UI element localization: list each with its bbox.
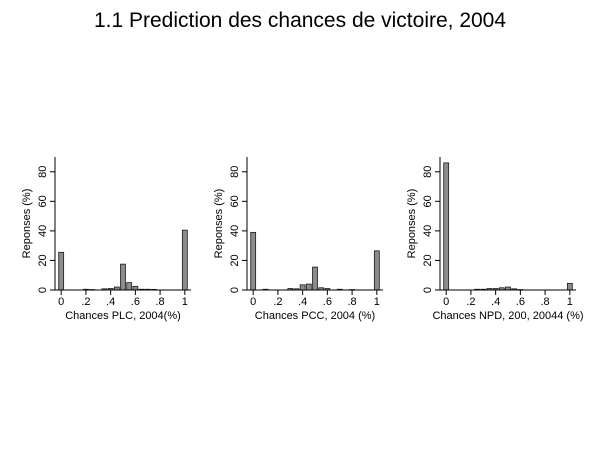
x-tick-label: .8 <box>155 296 164 308</box>
x-axis-label: Chances PLC, 2004(%) <box>65 310 181 322</box>
chart-2: 0 20 40 60 80 0 .2 .4 .6 .8 1 Reponses (%) Chances P… <box>213 157 383 322</box>
bar <box>299 284 306 291</box>
y-axis-label: Reponses (%) <box>213 189 225 259</box>
x-tick-label: .6 <box>131 296 140 308</box>
x-tick-label: 1 <box>567 296 573 308</box>
y-tick-label: 60 <box>229 195 241 207</box>
y-tick-label: 0 <box>422 287 434 293</box>
y-tick-label: 80 <box>422 166 434 178</box>
bar <box>443 162 450 291</box>
bar <box>566 282 573 291</box>
y-axis-label: Reponses (%) <box>21 189 33 259</box>
y-tick-label: 20 <box>422 254 434 266</box>
x-tick-label: .2 <box>81 296 90 308</box>
y-tick-label: 20 <box>37 254 49 266</box>
bar <box>312 266 318 291</box>
y-tick-label: 40 <box>37 225 49 237</box>
x-tick-label: .6 <box>516 296 525 308</box>
x-tick-label: 1 <box>182 296 188 308</box>
x-tick-label: 1 <box>374 296 380 308</box>
x-tick-label: .6 <box>323 296 332 308</box>
y-tick-label: 40 <box>229 225 241 237</box>
x-tick-label: .8 <box>540 296 549 308</box>
page-title: 1.1 Prediction des chances de victoire, … <box>93 9 507 32</box>
x-tick-label: .4 <box>491 296 500 308</box>
y-tick-label: 0 <box>229 287 241 293</box>
y-tick-label: 0 <box>37 287 49 293</box>
bar <box>126 282 133 291</box>
x-tick-label: .8 <box>347 296 356 308</box>
x-tick-label: .4 <box>106 296 115 308</box>
bar <box>58 251 65 291</box>
x-axis-label: Chances NPD, 200, 20044 (%) <box>432 310 583 322</box>
x-axis-label: Chances PCC, 2004 (%) <box>255 310 375 322</box>
bar <box>250 231 257 291</box>
x-tick-label: .2 <box>466 296 475 308</box>
y-tick-label: 80 <box>37 166 49 178</box>
bar <box>181 229 188 291</box>
x-tick-label: 0 <box>250 296 256 308</box>
bar <box>305 283 312 291</box>
x-tick-label: 0 <box>443 296 449 308</box>
y-tick-label: 60 <box>37 195 49 207</box>
y-tick-label: 40 <box>422 225 434 237</box>
x-tick-label: .2 <box>273 296 282 308</box>
x-tick-label: .4 <box>298 296 307 308</box>
bar <box>132 285 139 291</box>
bar <box>120 263 126 291</box>
bar <box>373 250 380 291</box>
y-tick-label: 20 <box>229 254 241 266</box>
chart-3: 0 20 40 60 80 0 .2 .4 .6 .8 1 Reponses (%) Chances N… <box>406 157 584 322</box>
y-axis-label: Reponses (%) <box>406 189 418 259</box>
chart-1: 0 20 40 60 80 0 .2 .4 .6 .8 1 Reponses (%) Chances P… <box>21 157 191 322</box>
y-tick-label: 80 <box>229 166 241 178</box>
x-tick-label: 0 <box>58 296 64 308</box>
y-tick-label: 60 <box>422 195 434 207</box>
